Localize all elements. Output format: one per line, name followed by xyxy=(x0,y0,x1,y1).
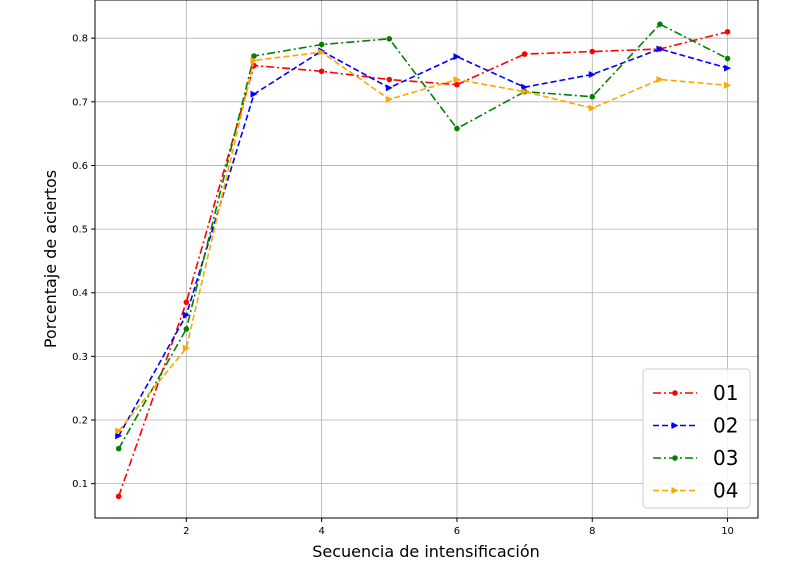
series-line-02 xyxy=(117,48,728,437)
series-04 xyxy=(115,48,732,435)
y-axis-ticks: 0.1 0.2 0.3 0.4 0.5 0.6 0.7 0.8 xyxy=(72,34,95,490)
legend-label: 04 xyxy=(713,479,738,503)
data-point-03 xyxy=(724,55,731,62)
legend-label: 03 xyxy=(713,446,738,470)
data-point-04 xyxy=(318,48,326,56)
data-point-03 xyxy=(183,326,190,332)
y-tick-label: 0.5 xyxy=(72,225,88,236)
data-point-03 xyxy=(251,53,257,59)
data-point-04 xyxy=(453,76,461,84)
legend: 01 02 03 04 xyxy=(642,368,751,509)
data-point-01 xyxy=(589,48,596,55)
x-axis-label: Secuencia de intensificación xyxy=(312,542,540,561)
data-point-02 xyxy=(656,45,664,53)
data-point-01 xyxy=(386,76,393,83)
data-point-02 xyxy=(385,84,393,92)
legend-marker xyxy=(672,455,678,461)
x-axis-ticks: 2 4 6 8 10 xyxy=(183,518,734,537)
y-tick-label: 0.8 xyxy=(72,34,88,45)
y-axis-label: Porcentaje de aciertos xyxy=(41,170,60,348)
data-point-01 xyxy=(115,493,122,500)
data-point-04 xyxy=(385,95,393,103)
x-tick-label: 4 xyxy=(318,526,324,537)
data-point-04 xyxy=(250,56,258,64)
x-tick-label: 6 xyxy=(454,526,460,537)
series-line-03 xyxy=(117,23,728,450)
plot-frame xyxy=(94,0,759,519)
y-tick-label: 0.3 xyxy=(72,352,88,363)
data-point-01 xyxy=(318,68,325,75)
y-tick-label: 0.6 xyxy=(72,161,88,172)
legend-marker xyxy=(672,390,678,396)
data-point-02 xyxy=(724,64,732,72)
data-point-03 xyxy=(318,41,325,48)
data-point-04 xyxy=(588,104,596,112)
data-point-02 xyxy=(250,90,258,98)
legend-entry-02: 02 xyxy=(653,414,738,438)
y-tick-label: 0.7 xyxy=(72,97,88,108)
legend-entry-04: 04 xyxy=(653,479,738,503)
series-01 xyxy=(115,29,731,500)
data-point-02 xyxy=(115,432,123,440)
y-tick-label: 0.1 xyxy=(72,479,88,490)
series-03 xyxy=(115,21,731,452)
x-tick-label: 10 xyxy=(721,526,734,537)
data-point-04 xyxy=(656,76,664,84)
legend-box xyxy=(642,368,751,509)
data-point-04 xyxy=(115,427,123,435)
legend-label: 01 xyxy=(713,381,738,405)
data-point-02 xyxy=(521,83,529,91)
y-tick-label: 0.4 xyxy=(72,288,88,299)
legend-marker xyxy=(671,422,679,429)
series-line-04 xyxy=(118,51,728,432)
data-point-02 xyxy=(182,311,190,319)
data-point-04 xyxy=(724,81,732,89)
data-point-01 xyxy=(724,29,731,35)
data-point-04 xyxy=(182,344,190,352)
legend-marker xyxy=(671,487,679,494)
data-point-03 xyxy=(454,125,460,132)
data-point-03 xyxy=(115,445,122,452)
series-lines xyxy=(115,21,732,500)
data-point-04 xyxy=(521,88,529,96)
data-point-02 xyxy=(588,70,596,78)
legend-entry-01: 01 xyxy=(653,381,738,405)
data-point-03 xyxy=(386,36,393,42)
x-tick-label: 8 xyxy=(589,526,595,537)
data-point-01 xyxy=(183,299,190,306)
data-point-03 xyxy=(657,21,663,27)
y-tick-label: 0.2 xyxy=(72,416,88,427)
data-point-03 xyxy=(589,93,596,100)
data-point-01 xyxy=(521,51,528,57)
x-tick-label: 2 xyxy=(183,526,189,537)
data-point-01 xyxy=(454,81,460,88)
legend-label: 02 xyxy=(713,414,738,438)
data-point-02 xyxy=(453,53,461,61)
legend-entry-03: 03 xyxy=(653,446,738,470)
